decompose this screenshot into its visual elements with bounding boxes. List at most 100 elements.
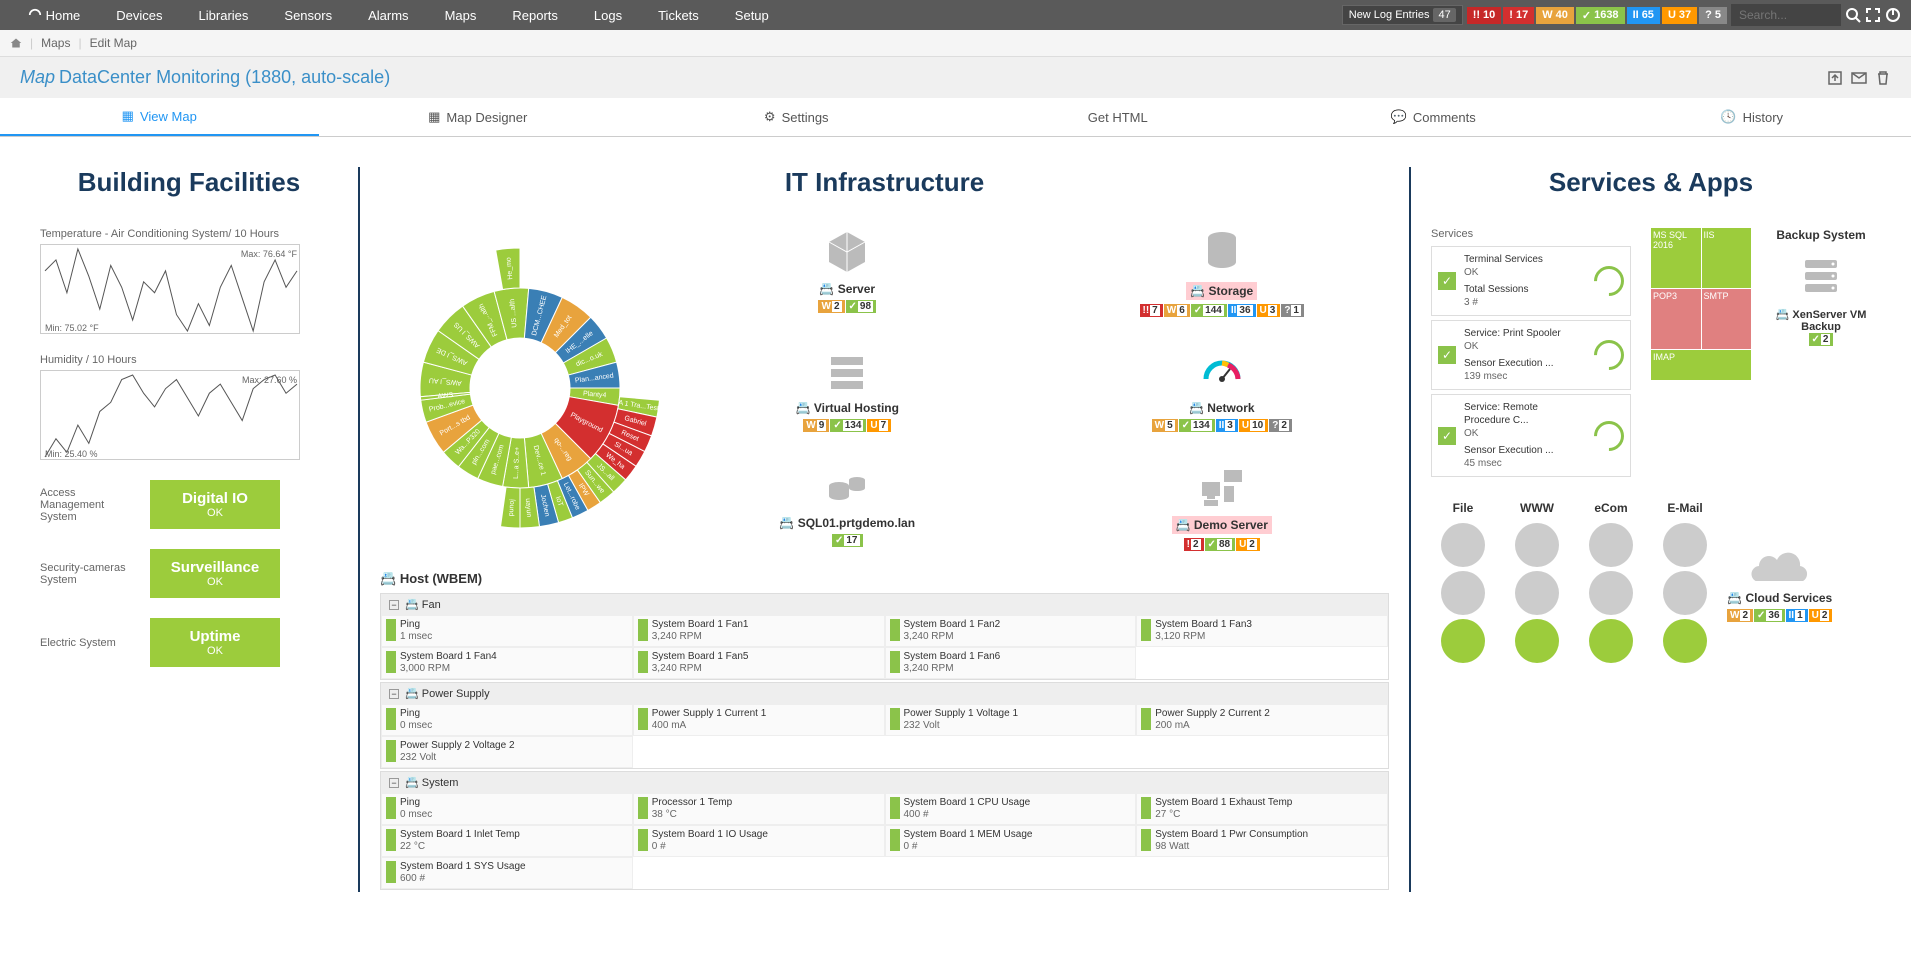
sensor-cell[interactable]: System Board 1 Fan13,240 RPM	[633, 615, 885, 647]
status-badge-green[interactable]: ✓1638	[1576, 7, 1625, 24]
infra-item[interactable]: 📇 NetworkW5✓134II3U10?2	[1055, 347, 1390, 432]
power-icon[interactable]	[1885, 7, 1901, 23]
sensor-cell[interactable]: Power Supply 2 Current 2200 mA	[1136, 704, 1388, 736]
sensor-cell[interactable]: System Board 1 Fan53,240 RPM	[633, 647, 885, 679]
tab-history[interactable]: 🕓History	[1593, 98, 1911, 136]
sensor-cell-empty	[885, 736, 1137, 768]
nav-libraries[interactable]: Libraries	[181, 0, 267, 30]
sensor-cell-empty	[885, 857, 1137, 889]
infra-item[interactable]: 📇 Storage!!7W6✓144II36U3?1	[1055, 228, 1390, 317]
nav-home[interactable]: Home	[10, 0, 98, 30]
nav-sensors[interactable]: Sensors	[266, 0, 350, 30]
status-badge-gray[interactable]: ?5	[1699, 7, 1727, 24]
search-input[interactable]	[1731, 4, 1841, 26]
sensor-cell[interactable]: Ping0 msec	[381, 704, 633, 736]
infra-item[interactable]: 📇 Demo Server!2✓88U2	[1055, 462, 1390, 551]
status-badge-dred[interactable]: !!10	[1467, 7, 1502, 24]
sensor-cell[interactable]: System Board 1 Fan63,240 RPM	[885, 647, 1137, 679]
search-icon[interactable]	[1845, 7, 1861, 23]
treemap-cell[interactable]: IMAP	[1651, 350, 1751, 380]
status-list: Access Management SystemDigital IOOKSecu…	[40, 480, 338, 667]
treemap-cell[interactable]: MS SQL 2016	[1651, 228, 1701, 288]
service-item[interactable]: ✓Terminal ServicesOKTotal Sessions3 #	[1431, 246, 1631, 316]
host-group-header[interactable]: −📇 System	[381, 772, 1388, 793]
sensor-cell[interactable]: Ping0 msec	[381, 793, 633, 825]
tab-view-map[interactable]: ▦View Map	[0, 98, 319, 136]
mini-badge: ?1	[1281, 304, 1304, 317]
tab-map-designer[interactable]: ▦Map Designer	[319, 98, 638, 136]
sensor-cell[interactable]: System Board 1 IO Usage0 #	[633, 825, 885, 857]
new-log-entries[interactable]: New Log Entries 47	[1342, 5, 1463, 25]
home-icon[interactable]	[10, 37, 22, 49]
traffic-light[interactable]: File	[1441, 501, 1485, 667]
sensor-cell[interactable]: System Board 1 Inlet Temp22 °C	[381, 825, 633, 857]
status-badge-uorange[interactable]: U37	[1662, 7, 1697, 24]
sunburst-wrap: AWS_I AUAWS_I DEAWS_I USFFM_...althUS ..…	[380, 228, 660, 548]
sensor-cell[interactable]: System Board 1 Exhaust Temp27 °C	[1136, 793, 1388, 825]
mail-icon[interactable]	[1851, 70, 1867, 86]
sensor-cell[interactable]: System Board 1 MEM Usage0 #	[885, 825, 1137, 857]
sensor-cell[interactable]: Ping1 msec	[381, 615, 633, 647]
sensor-cell[interactable]: System Board 1 Pwr Consumption98 Watt	[1136, 825, 1388, 857]
sensor-cell[interactable]: System Board 1 Fan33,120 RPM	[1136, 615, 1388, 647]
traffic-light[interactable]: eCom	[1589, 501, 1633, 667]
treemap-cell[interactable]: SMTP	[1702, 289, 1752, 349]
sensor-cell[interactable]: System Board 1 Fan23,240 RPM	[885, 615, 1137, 647]
sensor-cell[interactable]: Power Supply 1 Voltage 1232 Volt	[885, 704, 1137, 736]
status-label: Electric System	[40, 637, 140, 649]
sensor-cell[interactable]: System Board 1 CPU Usage400 #	[885, 793, 1137, 825]
tab-comments[interactable]: 💬Comments	[1274, 98, 1593, 136]
service-item[interactable]: ✓Service: Print SpoolerOKSensor Executio…	[1431, 320, 1631, 390]
sensor-cell[interactable]: System Board 1 SYS Usage600 #	[381, 857, 633, 889]
traffic-light[interactable]: E-Mail	[1663, 501, 1707, 667]
sensor-cell[interactable]: Power Supply 2 Voltage 2232 Volt	[381, 736, 633, 768]
nav-logs[interactable]: Logs	[576, 0, 640, 30]
expand-icon[interactable]: −	[389, 600, 399, 610]
service-text: Service: Remote Procedure C...OKSensor E…	[1464, 401, 1586, 470]
status-button[interactable]: UptimeOK	[150, 618, 280, 667]
expand-icon[interactable]: −	[389, 778, 399, 788]
expand-icon[interactable]: −	[389, 689, 399, 699]
fullscreen-icon[interactable]	[1865, 7, 1881, 23]
sensor-cell[interactable]: Processor 1 Temp38 °C	[633, 793, 885, 825]
mini-badge: ✓2	[1809, 333, 1834, 346]
nav-maps[interactable]: Maps	[427, 0, 495, 30]
status-badge-red[interactable]: !17	[1503, 7, 1534, 24]
infra-item[interactable]: 📇 ServerW2✓98	[680, 228, 1015, 317]
tab-get-html[interactable]: Get HTML	[956, 98, 1275, 136]
status-badge-blue[interactable]: II65	[1627, 7, 1660, 24]
log-entries-count: 47	[1433, 8, 1455, 22]
sensor-cell[interactable]: System Board 1 Fan43,000 RPM	[381, 647, 633, 679]
traffic-dot-green	[1515, 619, 1559, 663]
traffic-dot-red	[1663, 523, 1707, 567]
traffic-light[interactable]: WWW	[1515, 501, 1559, 667]
status-button[interactable]: SurveillanceOK	[150, 549, 280, 598]
tab-settings[interactable]: ⚙Settings	[637, 98, 956, 136]
treemap-cell[interactable]: POP3	[1651, 289, 1701, 349]
backup-column: Backup System 📇 XenServer VM Backup ✓2	[1771, 228, 1871, 481]
host-group-header[interactable]: −📇 Fan	[381, 594, 1388, 615]
nav-tickets[interactable]: Tickets	[640, 0, 717, 30]
infra-item[interactable]: 📇 SQL01.prtgdemo.lan✓17	[680, 462, 1015, 551]
breadcrumb-maps[interactable]: Maps	[41, 36, 70, 50]
mini-badge: U2	[1236, 538, 1260, 551]
treemap-cell[interactable]: IIS	[1702, 228, 1752, 288]
nav-alarms[interactable]: Alarms	[350, 0, 426, 30]
tab-icon: 🕓	[1720, 109, 1736, 125]
delete-icon[interactable]	[1875, 70, 1891, 86]
infra-item[interactable]: 📇 Virtual HostingW9✓134U7	[680, 347, 1015, 432]
nav-reports[interactable]: Reports	[494, 0, 576, 30]
nav-devices[interactable]: Devices	[98, 0, 180, 30]
export-icon[interactable]	[1827, 70, 1843, 86]
host-groups: −📇 FanPing1 msecSystem Board 1 Fan13,240…	[380, 593, 1389, 890]
mini-badge: W9	[803, 419, 829, 432]
nav-setup[interactable]: Setup	[717, 0, 787, 30]
status-badge-orange[interactable]: W40	[1536, 7, 1574, 24]
host-group-header[interactable]: −📇 Power Supply	[381, 683, 1388, 704]
status-button[interactable]: Digital IOOK	[150, 480, 280, 529]
breadcrumb-editmap[interactable]: Edit Map	[90, 36, 137, 50]
mid-top-row: AWS_I AUAWS_I DEAWS_I USFFM_...althUS ..…	[380, 228, 1389, 551]
sensor-cell[interactable]: Power Supply 1 Current 1400 mA	[633, 704, 885, 736]
service-item[interactable]: ✓Service: Remote Procedure C...OKSensor …	[1431, 394, 1631, 477]
dbgroup-icon	[823, 462, 871, 510]
